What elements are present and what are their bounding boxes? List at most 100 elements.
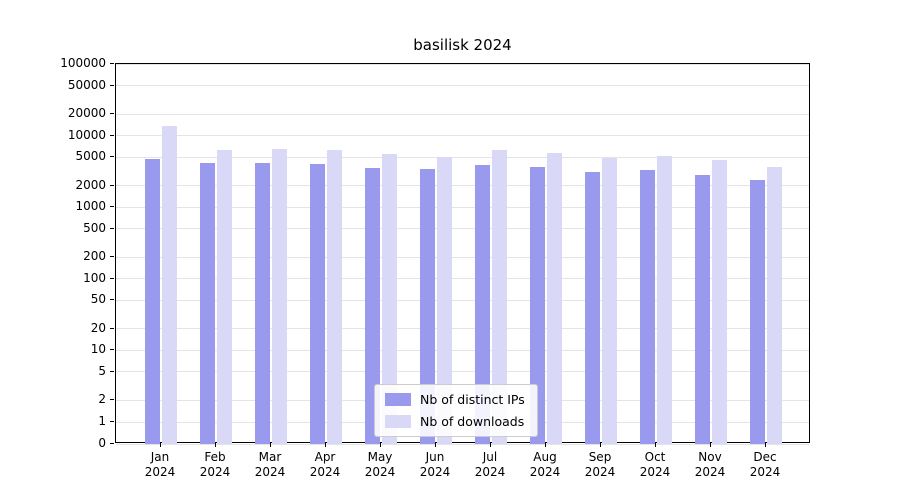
bar-nb-of-distinct-ips-dec [750,179,765,444]
y-tick-label: 1000 [75,199,106,214]
gridline [116,349,809,351]
x-tick-mark [654,443,656,447]
y-tick-label: 100000 [60,56,106,70]
x-tick-label: Jun 2024 [419,450,451,479]
bar-nb-of-downloads-jun [437,156,452,444]
x-tick-label: Sep 2024 [584,450,616,479]
gridline [116,206,809,208]
y-tick-mark [110,327,114,329]
legend-label: Nb of downloads [420,414,525,429]
bar-nb-of-distinct-ips-feb [200,162,215,444]
y-tick-mark [110,277,114,279]
x-tick-mark [764,443,766,447]
y-tick-mark [110,206,114,208]
bar-nb-of-downloads-may [382,154,397,444]
gridline [116,156,809,158]
y-tick-label: 1 [98,414,106,428]
gridline [116,85,809,87]
bar-nb-of-distinct-ips-aug [530,167,545,444]
y-tick-label: 5000 [75,149,106,164]
y-tick-mark [110,421,114,422]
gridline [116,256,809,258]
bar-nb-of-downloads-oct [657,155,672,444]
x-tick-label: Aug 2024 [529,450,561,479]
x-tick-mark [709,443,711,447]
x-tick-mark [159,443,161,447]
bar-nb-of-downloads-dec [767,166,782,444]
legend-swatch-icon [385,393,411,406]
x-tick-mark [214,443,216,447]
chart-title: basilisk 2024 [413,36,512,54]
bar-nb-of-distinct-ips-nov [695,175,710,444]
x-tick-label: Oct 2024 [639,450,671,479]
gridline [116,328,809,330]
legend-item: Nb of downloads [385,414,525,429]
bar-nb-of-downloads-jan [162,126,177,444]
y-tick-label: 2 [98,392,106,407]
y-tick-label: 50000 [67,77,106,92]
y-tick-label: 500 [83,220,106,235]
y-tick-label: 200 [83,249,106,264]
bar-nb-of-downloads-jul [492,149,507,444]
y-tick-label: 20000 [67,106,106,121]
y-tick-mark [110,349,114,351]
y-tick-label: 10000 [67,127,106,142]
bar-nb-of-distinct-ips-jan [145,159,160,444]
y-tick-mark [110,399,114,401]
y-tick-mark [110,227,114,229]
legend-label: Nb of distinct IPs [420,392,525,407]
gridline [116,63,809,65]
y-tick-mark [110,370,114,372]
x-tick-mark [269,443,271,447]
y-tick-mark [110,113,114,115]
bar-nb-of-distinct-ips-mar [255,162,270,444]
y-tick-mark [110,134,114,136]
x-tick-mark [324,443,326,447]
x-tick-label: Apr 2024 [309,450,341,479]
gridline [116,443,809,445]
gridline [116,135,809,137]
y-tick-mark [110,256,114,258]
y-tick-label: 2000 [75,177,106,192]
y-tick-label: 10 [90,342,106,357]
x-tick-mark [434,443,436,447]
gridline [116,371,809,373]
x-tick-label: Jan 2024 [144,450,176,479]
gridline [116,278,809,280]
x-tick-label: Feb 2024 [199,450,231,479]
bar-nb-of-distinct-ips-oct [640,170,655,444]
bar-nb-of-downloads-nov [712,160,727,444]
x-tick-label: Mar 2024 [254,450,286,479]
bar-nb-of-downloads-sep [602,158,617,444]
x-tick-mark [599,443,601,447]
y-tick-mark [110,443,114,444]
y-tick-label: 20 [90,320,106,335]
y-tick-mark [110,299,114,301]
bar-nb-of-downloads-apr [327,150,342,444]
x-tick-label: May 2024 [364,450,396,479]
x-tick-label: Jul 2024 [474,450,506,479]
x-tick-mark [379,443,381,447]
y-tick-label: 0 [98,436,106,450]
y-tick-label: 5 [98,363,106,378]
legend: Nb of distinct IPs Nb of downloads [374,384,538,437]
x-tick-mark [544,443,546,447]
x-tick-label: Dec 2024 [749,450,781,479]
bar-nb-of-distinct-ips-jul [475,164,490,444]
y-tick-label: 100 [83,270,106,285]
gridline [116,185,809,187]
y-tick-label: 50 [90,292,106,307]
gridline [116,299,809,301]
bar-nb-of-distinct-ips-may [365,168,380,444]
y-tick-mark [110,84,114,86]
plot-area: Nb of distinct IPs Nb of downloads [115,63,810,445]
bar-nb-of-downloads-mar [272,148,287,444]
y-tick-mark [110,156,114,158]
bar-nb-of-distinct-ips-apr [310,164,325,444]
x-tick-mark [489,443,491,447]
bar-nb-of-distinct-ips-jun [420,169,435,444]
bar-nb-of-downloads-aug [547,153,562,444]
gridline [116,113,809,115]
legend-item: Nb of distinct IPs [385,392,525,407]
